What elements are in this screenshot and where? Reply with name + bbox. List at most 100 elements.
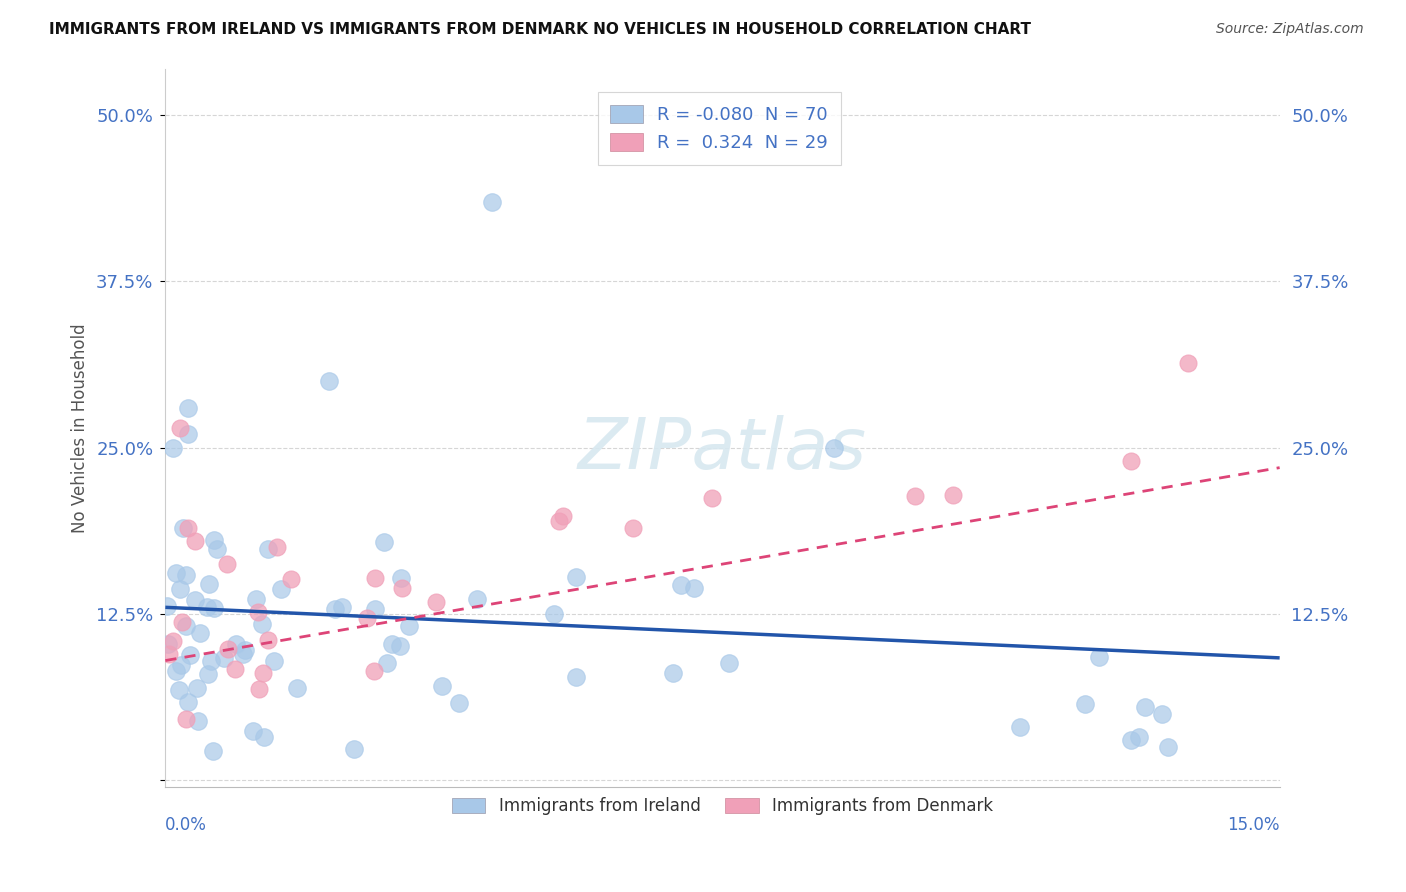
Point (184, 533, 207, 548)
Point (202, 744, 225, 758)
Point (375, 657, 398, 671)
Point (391, 582, 413, 596)
Point (717, 656, 740, 670)
Point (190, 626, 212, 640)
Point (165, 566, 187, 581)
Point (1119, 733, 1142, 747)
Point (280, 572, 302, 586)
Point (1128, 731, 1150, 745)
Point (174, 619, 197, 633)
Point (1150, 706, 1173, 721)
Point (252, 666, 274, 681)
Point (682, 581, 704, 595)
Point (1157, 739, 1180, 754)
Point (156, 599, 179, 613)
Point (245, 591, 267, 606)
Point (176, 520, 198, 534)
Point (217, 557, 239, 571)
Point (176, 427, 198, 442)
Point (1133, 699, 1156, 714)
Point (565, 670, 588, 684)
Point (425, 595, 447, 609)
Point (169, 582, 191, 596)
Point (270, 582, 292, 597)
Point (225, 637, 247, 651)
Point (172, 521, 194, 535)
Point (197, 577, 219, 591)
Point (195, 600, 218, 615)
Point (1008, 720, 1031, 734)
Point (217, 642, 239, 657)
Point (187, 714, 209, 728)
Point (449, 696, 471, 710)
Point (202, 600, 225, 615)
Point (183, 593, 205, 607)
Point (162, 441, 184, 455)
Text: IMMIGRANTS FROM IRELAND VS IMMIGRANTS FROM DENMARK NO VEHICLES IN HOUSEHOLD CORR: IMMIGRANTS FROM IRELAND VS IMMIGRANTS FR… (49, 22, 1031, 37)
Point (565, 570, 588, 584)
Point (398, 618, 420, 632)
Point (200, 655, 222, 669)
Point (330, 600, 353, 615)
Point (212, 651, 235, 665)
Point (323, 601, 346, 615)
Point (174, 712, 197, 726)
Text: 0.0%: 0.0% (166, 815, 207, 834)
Point (162, 633, 184, 648)
Point (343, 741, 366, 756)
Point (165, 664, 187, 678)
Text: ZIPatlas: ZIPatlas (578, 415, 868, 483)
Point (179, 648, 201, 662)
Legend: Immigrants from Ireland, Immigrants from Denmark: Immigrants from Ireland, Immigrants from… (446, 790, 1000, 822)
Point (1074, 697, 1097, 711)
Point (364, 602, 387, 616)
Point (388, 639, 411, 653)
Point (481, 194, 503, 209)
Point (167, 683, 190, 698)
Point (823, 441, 845, 455)
Point (242, 724, 264, 739)
Point (621, 520, 644, 534)
Point (904, 490, 927, 504)
Point (233, 643, 256, 657)
Point (363, 571, 385, 585)
Point (363, 664, 385, 678)
Point (257, 542, 280, 557)
Point (700, 491, 723, 506)
Point (256, 633, 278, 648)
Point (253, 730, 276, 744)
Point (170, 658, 193, 673)
Y-axis label: No Vehicles in Household: No Vehicles in Household (72, 323, 89, 533)
Point (202, 533, 225, 548)
Point (1119, 454, 1142, 468)
Point (263, 654, 285, 668)
Point (551, 509, 574, 524)
Point (157, 647, 180, 661)
Point (548, 514, 571, 528)
Point (373, 535, 395, 549)
Point (176, 401, 198, 415)
Point (389, 571, 412, 585)
Point (174, 568, 197, 582)
Point (543, 607, 565, 622)
Point (1088, 650, 1111, 665)
Point (356, 611, 378, 625)
Point (186, 681, 208, 696)
Point (169, 421, 191, 435)
Point (247, 605, 270, 619)
Point (942, 488, 965, 502)
Point (381, 637, 404, 651)
Point (465, 592, 488, 607)
Point (266, 541, 288, 555)
Point (176, 695, 198, 709)
Point (1177, 356, 1199, 370)
Point (156, 637, 179, 651)
Point (285, 681, 308, 695)
Point (671, 577, 693, 591)
Point (207, 542, 229, 557)
Point (250, 617, 273, 632)
Point (197, 666, 219, 681)
Point (170, 615, 193, 629)
Point (318, 374, 340, 388)
Point (247, 681, 270, 696)
